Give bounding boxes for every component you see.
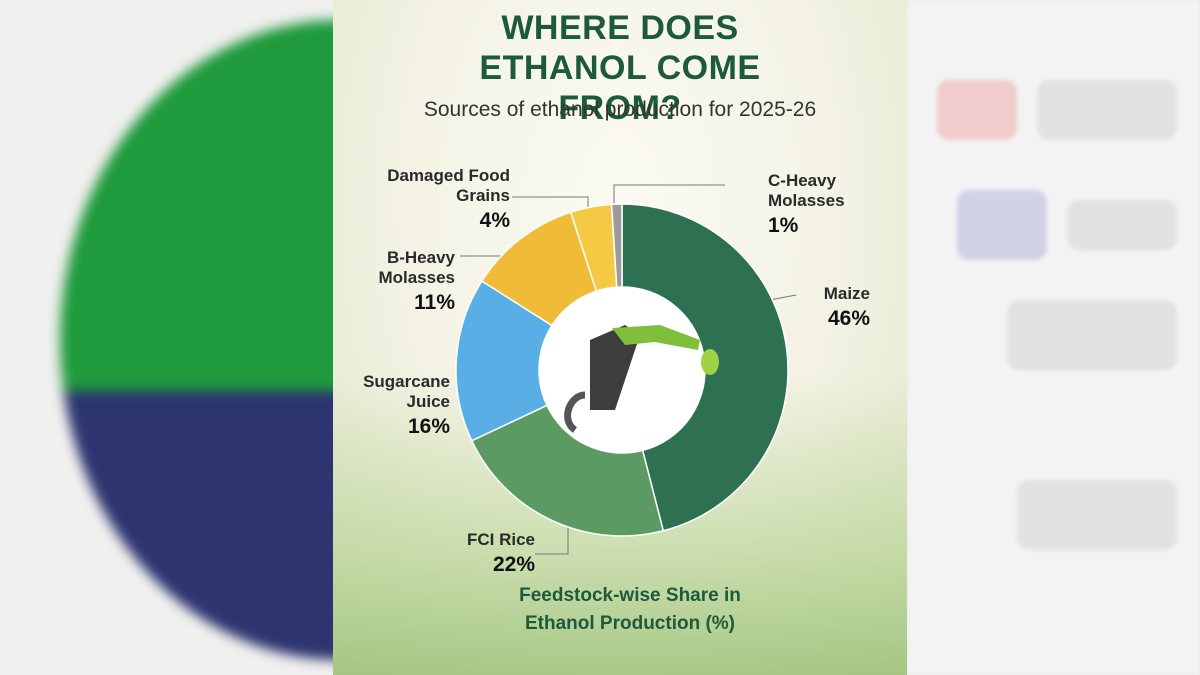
value-label: 16% [407,415,450,438]
slice-label: Maize 46% [780,284,870,331]
value-label: 11% [414,291,455,314]
slice-label: C-Heavy Molasses 1% [768,171,868,238]
slice-label: Damaged Food Grains 4% [380,166,510,233]
category-label: Sugarcane Juice [363,372,450,411]
chart-footer: Feedstock-wise Share in Ethanol Producti… [519,585,741,634]
slice-label: Sugarcane Juice 16% [330,372,450,439]
background-blur [907,0,1200,675]
value-label: 1% [768,214,799,237]
category-label: C-Heavy Molasses [768,171,845,210]
value-label: 4% [479,209,510,232]
chart-subtitle: Sources of ethanol production for 2025-2… [423,98,817,121]
fuel-nozzle-icon [564,325,719,433]
slice-label: FCI Rice 22% [430,530,535,577]
category-label: FCI Rice [466,530,535,549]
chart-title: WHERE DOES ETHANOL COME FROM? [479,9,761,127]
value-label: 22% [492,553,535,576]
slice-label: B-Heavy Molasses 11% [335,248,455,315]
value-label: 46% [827,307,870,330]
category-label: Damaged Food Grains [387,166,510,205]
category-label: B-Heavy Molasses [378,248,455,287]
background-blur [0,0,333,675]
category-label: Maize [823,284,870,303]
